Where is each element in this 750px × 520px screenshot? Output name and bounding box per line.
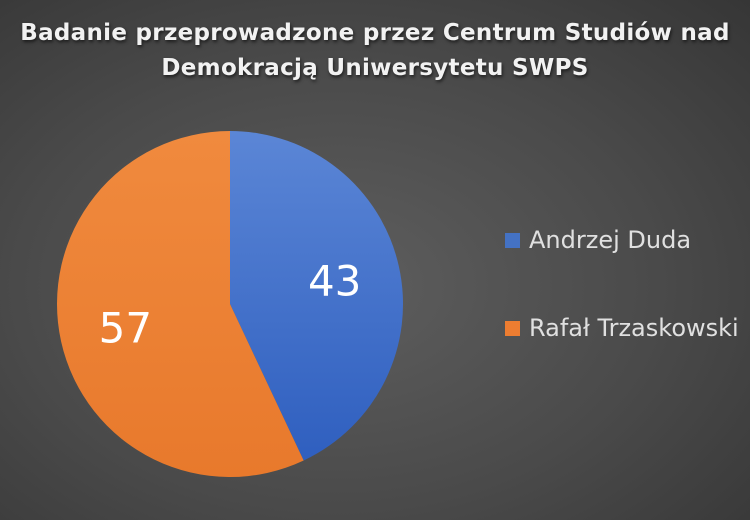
legend-label: Andrzej Duda	[529, 226, 692, 254]
pie-slice-1	[230, 131, 404, 461]
chart-title-line-2: Demokracją Uniwersytetu SWPS	[161, 55, 589, 81]
legend-item-andrzej-duda: Andrzej Duda	[505, 226, 691, 254]
legend-label: Rafał Trzaskowski	[529, 314, 739, 342]
pie-slice-2	[57, 131, 304, 477]
data-label-1: 43	[308, 257, 361, 306]
legend-item-rafal-trzaskowski: Rafał Trzaskowski	[505, 314, 739, 342]
legend-swatch-orange	[505, 320, 520, 336]
chart-title: Badanie przeprowadzone przez Centrum Stu…	[0, 16, 750, 86]
legend-swatch-blue	[505, 232, 520, 248]
data-label-2: 57	[99, 303, 152, 352]
chart-title-line-1: Badanie przeprowadzone przez Centrum Stu…	[20, 20, 730, 46]
